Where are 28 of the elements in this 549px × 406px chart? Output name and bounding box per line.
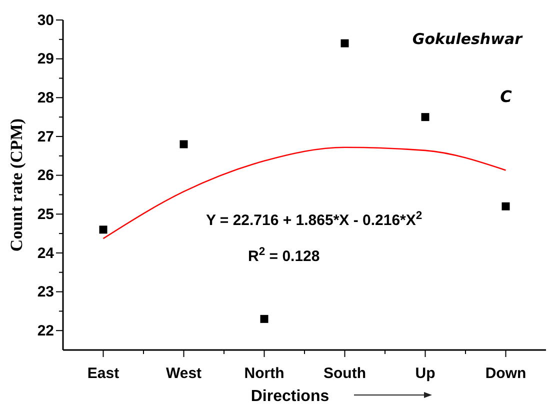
x-tick-label: West	[166, 365, 202, 382]
y-tick-label: 27	[37, 128, 54, 146]
x-tick-label: East	[87, 365, 120, 382]
y-axis-title: Count rate (CPM)	[7, 118, 26, 252]
y-tick-label: 23	[37, 284, 54, 301]
point	[260, 314, 268, 323]
point	[99, 226, 108, 234]
y-tick-label: 28	[37, 89, 54, 106]
annotation: C	[500, 87, 512, 106]
y-tick-label: 24	[37, 244, 55, 262]
point	[502, 202, 510, 210]
annotation: Gokuleshwar	[412, 30, 524, 48]
x-axis-title: Directions	[250, 388, 330, 405]
y-tick-label: 29	[37, 50, 54, 68]
y-tick-label: 25	[37, 206, 54, 223]
x-tick-label: Up	[415, 365, 436, 382]
annotation: R$^{2}$ = 0.128	[248, 246, 320, 265]
y-tick-label: 30	[37, 12, 54, 29]
line-series	[102, 146, 506, 240]
annotation: Y = 22.716 + 1.865*X - 0.216*X$^{2}$	[206, 210, 422, 229]
x-tick-label: Down	[485, 365, 526, 382]
point	[421, 113, 430, 122]
point	[180, 140, 188, 148]
point	[340, 39, 349, 48]
x-tick-label: South	[324, 365, 366, 382]
y-tick-label: 26	[37, 167, 54, 184]
x-tick-label: North	[244, 365, 284, 382]
y-tick-label: 22	[37, 322, 54, 340]
